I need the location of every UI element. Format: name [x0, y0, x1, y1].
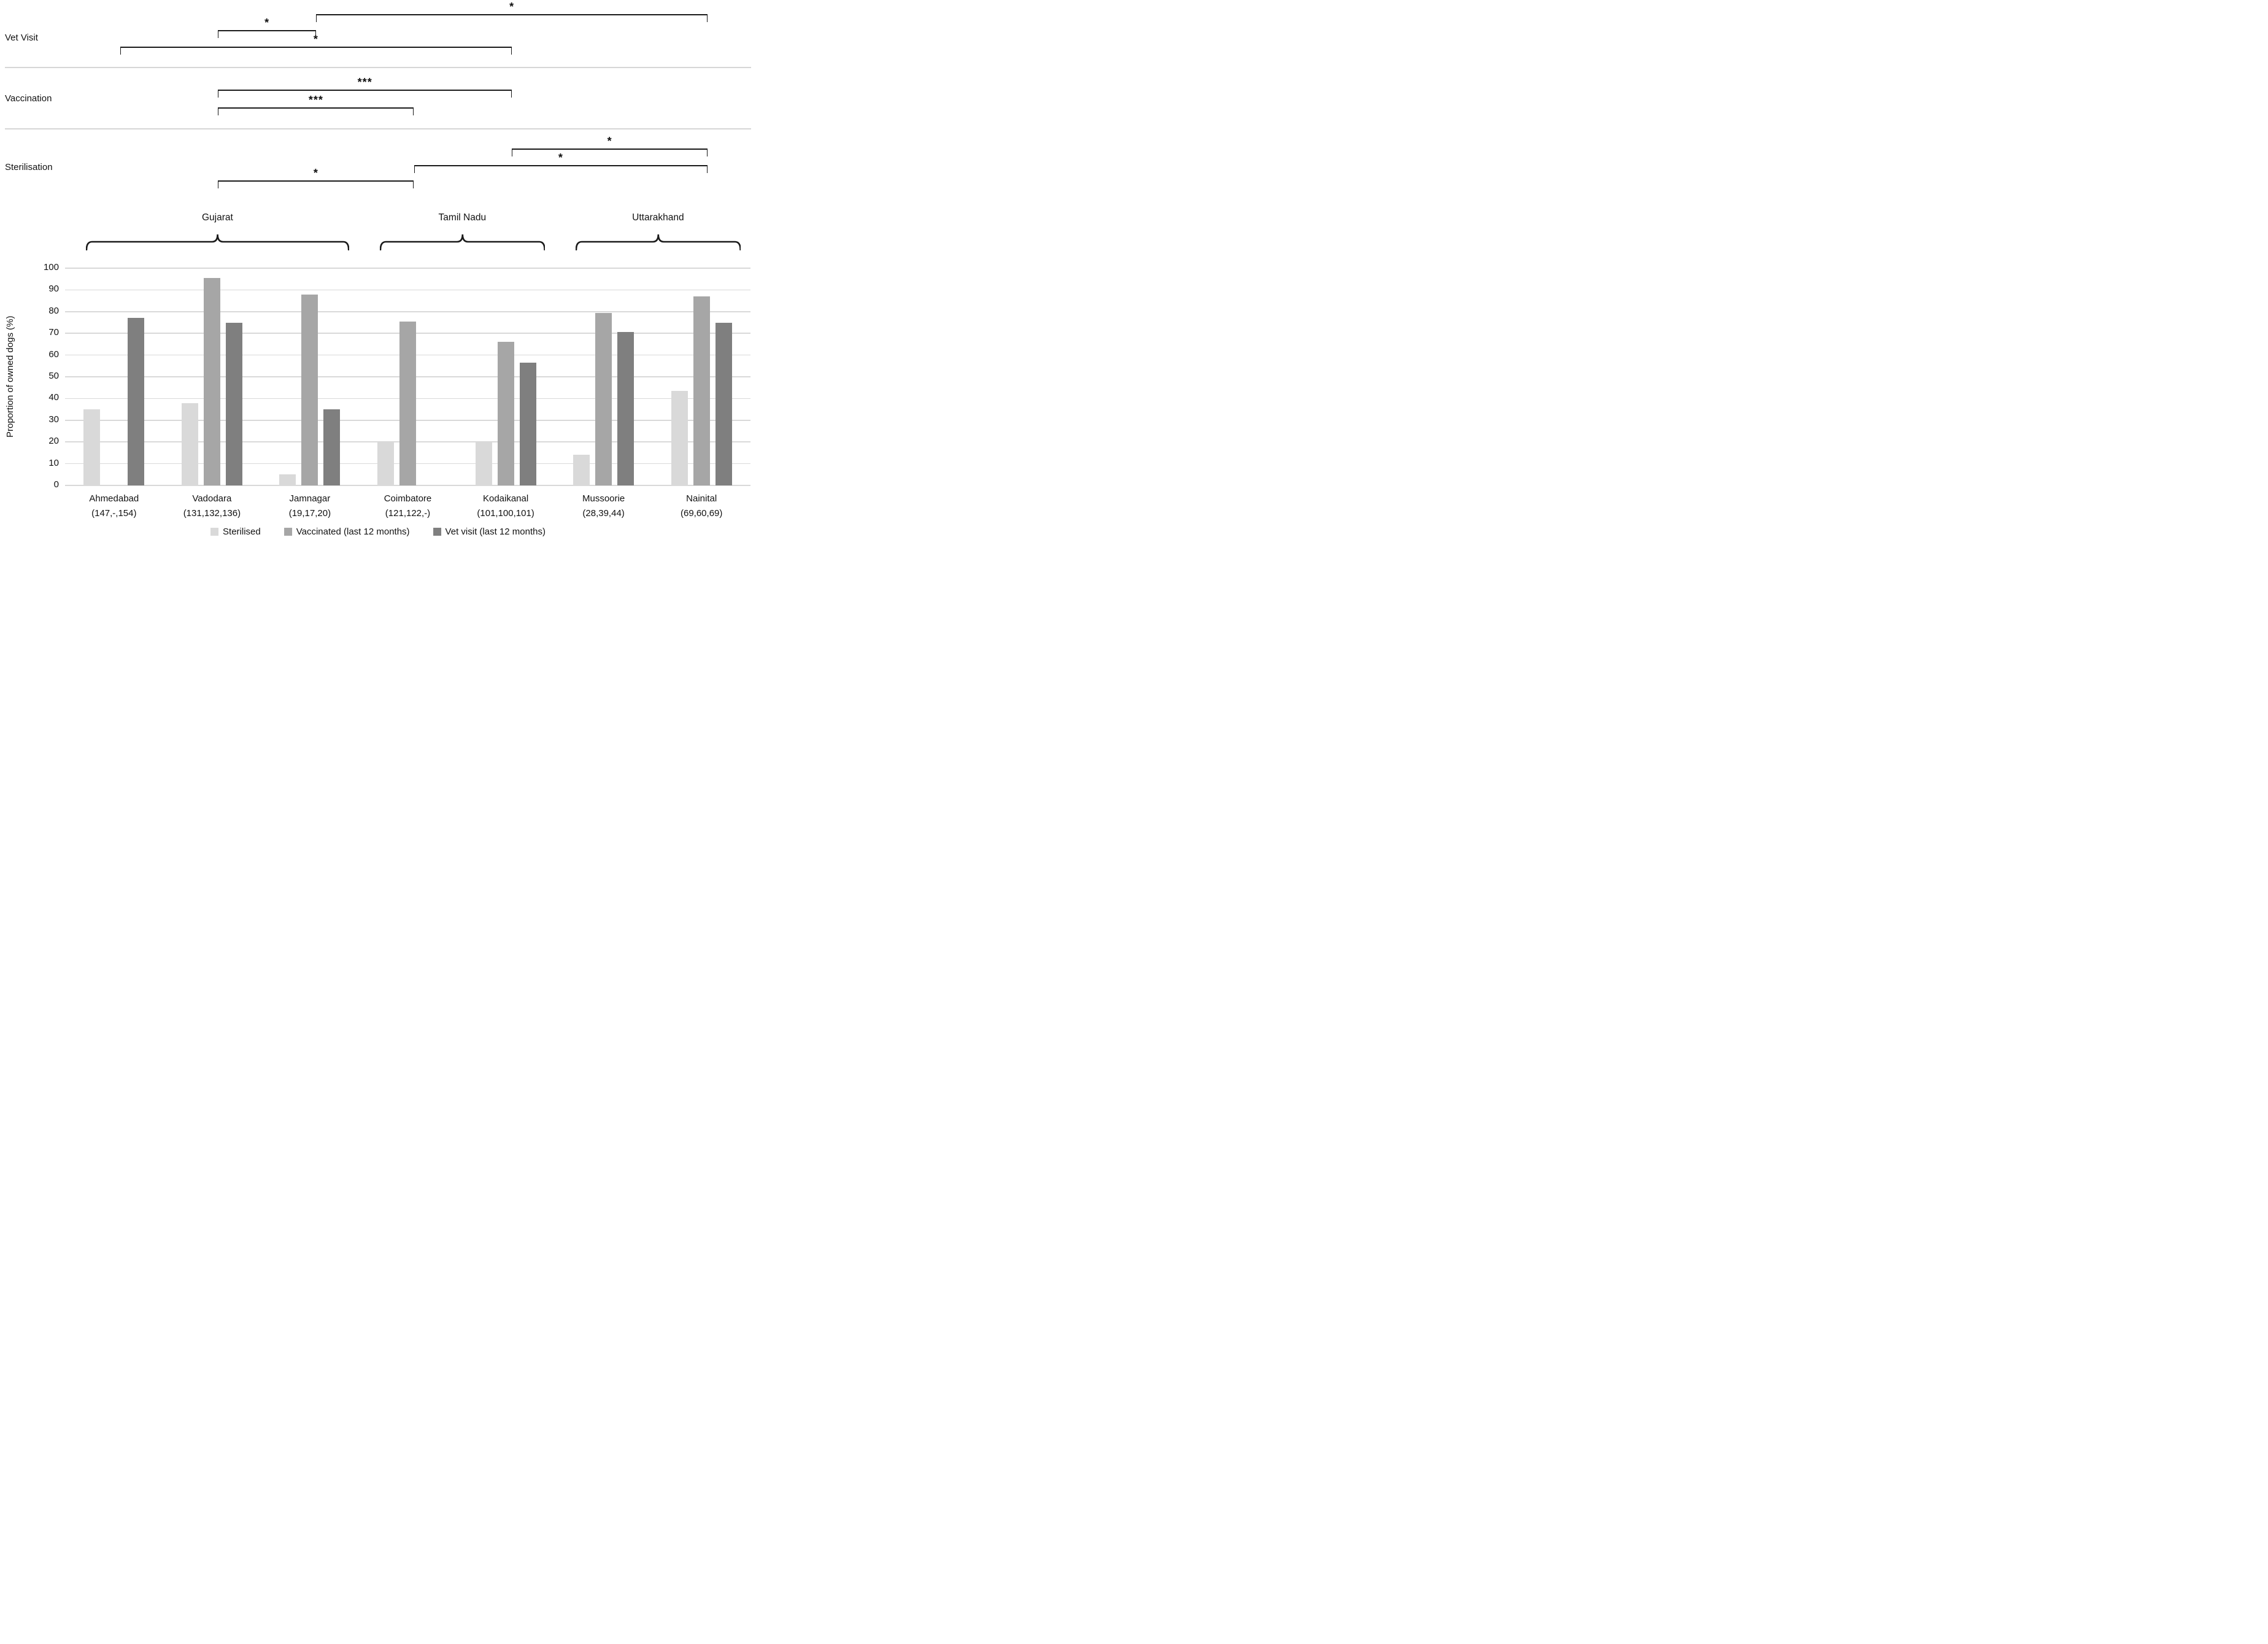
sig-stars-sterilisation-coimbatore-nainital: *	[558, 152, 563, 164]
x-axis-label-ahmedabad: Ahmedabad (147,-,154)	[89, 492, 139, 521]
legend-label-vet: Vet visit (last 12 months)	[445, 527, 546, 537]
legend-swatch-vet	[433, 528, 441, 536]
section-divider	[5, 67, 751, 68]
sig-stars-vet-visit-ahmedabad-kodaikanal: *	[313, 33, 318, 45]
y-axis-tick-label: 30	[48, 414, 59, 425]
bar-coimbatore-sterilised	[377, 442, 394, 485]
sig-bracket-vet-visit-jamnagar-nainital	[315, 14, 708, 22]
bar-mussoorie-sterilised	[573, 455, 590, 485]
x-axis-label-vadodara: Vadodara (131,132,136)	[183, 492, 241, 521]
city-sample-sizes: (101,100,101)	[477, 508, 534, 519]
bar-ahmedabad-sterilised	[83, 409, 101, 485]
sig-bracket-vet-visit-vadodara-jamnagar	[218, 30, 316, 38]
figure: Vet Visit Vaccination Sterilisation * * * *…	[0, 0, 756, 548]
state-brace-uttarakhand	[575, 234, 741, 250]
city-sample-sizes: (19,17,20)	[288, 508, 331, 519]
city-sample-sizes: (121,122,-)	[385, 508, 431, 519]
sig-bracket-sterilisation-coimbatore-nainital	[414, 165, 708, 173]
legend: Sterilised Vaccinated (last 12 months) Vet…	[210, 527, 546, 537]
bar-nainital-sterilised	[671, 391, 688, 485]
city-sample-sizes: (69,60,69)	[680, 508, 723, 519]
y-axis-tick-label: 90	[48, 284, 59, 295]
sig-bracket-sterilisation-kodaikanal-nainital	[512, 149, 708, 156]
bar-nainital-vaccinated	[693, 296, 710, 485]
city-name: Vadodara	[192, 493, 232, 504]
x-axis-label-nainital: Nainital (69,60,69)	[681, 492, 722, 521]
y-axis-tick-label: 50	[48, 371, 59, 381]
gridline	[65, 311, 750, 312]
sig-stars-vaccination-vadodara-coimbatore: ***	[308, 94, 323, 106]
bar-mussoorie-vaccinated	[595, 312, 612, 485]
y-axis-tick-label: 10	[48, 457, 59, 468]
city-name: Nainital	[686, 493, 717, 504]
bar-vadodara-vet	[225, 322, 242, 485]
section-divider	[5, 128, 751, 129]
city-name: Jamnagar	[289, 493, 331, 504]
city-name: Coimbatore	[384, 493, 432, 504]
city-name: Kodaikanal	[482, 493, 529, 504]
sig-bracket-vet-visit-ahmedabad-kodaikanal	[120, 47, 512, 55]
state-brace-tamil-nadu	[379, 234, 546, 250]
legend-item-vaccinated: Vaccinated (last 12 months)	[284, 527, 410, 537]
x-axis-label-mussoorie: Mussoorie (28,39,44)	[582, 492, 625, 521]
bar-jamnagar-vet	[323, 409, 341, 485]
legend-swatch-vaccinated	[284, 528, 292, 536]
legend-swatch-sterilised	[210, 528, 219, 536]
city-sample-sizes: (131,132,136)	[183, 508, 241, 519]
city-name: Ahmedabad	[89, 493, 139, 504]
section-label-sterilisation: Sterilisation	[5, 162, 53, 172]
bar-jamnagar-sterilised	[279, 474, 296, 485]
bar-vadodara-vaccinated	[203, 277, 220, 485]
state-label-uttarakhand: Uttarakhand	[632, 212, 684, 223]
x-axis-label-coimbatore: Coimbatore (121,122,-)	[384, 492, 432, 521]
y-axis-tick-label: 100	[43, 262, 59, 272]
gridline	[65, 268, 750, 269]
y-axis-tick-label: 40	[48, 392, 59, 403]
section-label-vaccination: Vaccination	[5, 93, 52, 104]
sig-stars-vet-visit-jamnagar-nainital: *	[509, 1, 515, 13]
gridline	[65, 289, 750, 291]
city-name: Mussoorie	[582, 493, 625, 504]
state-brace-gujarat	[85, 234, 349, 250]
sig-bracket-vaccination-vadodara-coimbatore	[218, 107, 414, 115]
state-label-gujarat: Gujarat	[201, 212, 233, 223]
city-sample-sizes: (147,-,154)	[91, 508, 137, 519]
sig-bracket-vaccination-vadodara-kodaikanal	[218, 90, 512, 98]
bar-kodaikanal-vet	[519, 363, 536, 485]
bar-nainital-vet	[715, 322, 732, 485]
y-axis-title: Proportion of owned dogs (%)	[5, 315, 15, 438]
sig-stars-vaccination-vadodara-kodaikanal: ***	[357, 76, 372, 88]
legend-label-vaccinated: Vaccinated (last 12 months)	[296, 527, 410, 537]
legend-item-sterilised: Sterilised	[210, 527, 261, 537]
bar-mussoorie-vet	[617, 332, 634, 485]
bar-coimbatore-vaccinated	[399, 321, 416, 485]
x-axis-label-jamnagar: Jamnagar (19,17,20)	[289, 492, 331, 521]
bar-kodaikanal-vaccinated	[497, 342, 514, 485]
bar-vadodara-sterilised	[181, 403, 198, 485]
y-axis-tick-label: 70	[48, 327, 59, 338]
x-axis-label-kodaikanal: Kodaikanal (101,100,101)	[477, 492, 534, 521]
y-axis-tick-label: 20	[48, 436, 59, 447]
city-sample-sizes: (28,39,44)	[582, 508, 625, 519]
section-label-vet-visit: Vet Visit	[5, 33, 38, 43]
legend-item-vet: Vet visit (last 12 months)	[433, 527, 546, 537]
sig-stars-vet-visit-vadodara-jamnagar: *	[264, 17, 270, 29]
sig-stars-sterilisation-vadodara-coimbatore: *	[313, 167, 318, 179]
sig-stars-sterilisation-kodaikanal-nainital: *	[607, 135, 612, 147]
bar-kodaikanal-sterilised	[475, 442, 492, 485]
y-axis-tick-label: 60	[48, 349, 59, 360]
bar-ahmedabad-vet	[128, 318, 145, 485]
y-axis-tick-label: 80	[48, 305, 59, 316]
bar-jamnagar-vaccinated	[301, 294, 318, 485]
legend-label-sterilised: Sterilised	[223, 527, 261, 537]
state-label-tamil-nadu: Tamil Nadu	[438, 212, 487, 223]
y-axis-tick-label: 0	[53, 479, 59, 490]
sig-bracket-sterilisation-vadodara-coimbatore	[218, 180, 414, 188]
gridline	[65, 485, 750, 486]
